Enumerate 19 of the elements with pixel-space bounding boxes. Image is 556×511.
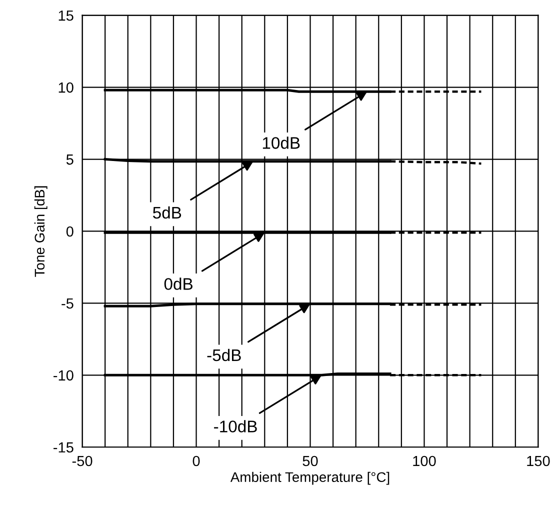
y-tick-label: -5 <box>62 298 74 309</box>
x-tick-label: 50 <box>302 456 318 466</box>
annotation: 5dB <box>152 206 182 219</box>
x-tick-label: 100 <box>413 456 436 466</box>
y-axis-title: Tone Gain [dB] <box>34 186 48 277</box>
y-tick-label: -10 <box>54 370 74 381</box>
x-tick-label: 0 <box>192 456 200 466</box>
annotation: 10dB <box>262 136 300 149</box>
y-tick-label: 10 <box>58 82 74 93</box>
annotation: -5dB <box>207 348 241 362</box>
y-tick-label: -15 <box>54 442 74 453</box>
y-tick-label: 15 <box>58 10 74 21</box>
y-tick-label: 0 <box>66 226 74 237</box>
y-tick-label: 5 <box>66 154 74 165</box>
annotation: 0dB <box>164 278 192 290</box>
x-tick-label: -50 <box>72 456 92 466</box>
x-axis-title: Ambient Temperature [°C] <box>230 472 390 485</box>
x-tick-label: 150 <box>527 456 550 466</box>
annotation: -10dB <box>214 420 257 432</box>
